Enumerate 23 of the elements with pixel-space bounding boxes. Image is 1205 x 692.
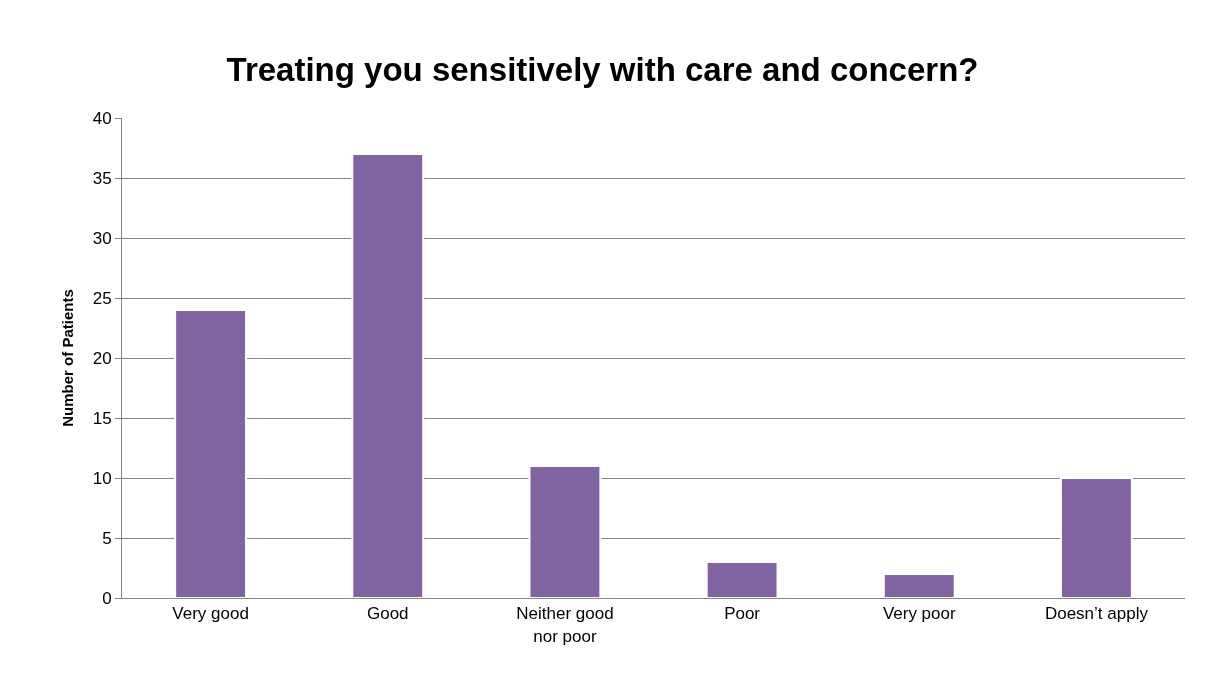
y-tick-label: 5 [102,528,112,548]
bar [174,309,248,598]
y-tick-label: 25 [92,288,112,308]
x-tick-label: Poor [724,604,761,624]
bar [882,573,956,598]
y-axis-title: Number of Patients [58,289,76,427]
y-tick-label: 35 [92,168,112,188]
bar [1059,477,1133,598]
bar [528,465,602,598]
y-tick-label: 10 [92,468,112,488]
x-tick-label: Good [366,604,409,624]
x-tick-label: Doesn’t apply [1044,604,1149,624]
y-tick-label: 20 [92,348,112,368]
x-tick-label: Neither good nor poor [516,604,614,646]
bar [351,153,425,598]
y-tick-label: 15 [92,408,112,428]
y-tick-label: 30 [92,228,112,248]
x-tick-label: Very poor [882,604,956,624]
y-tick-label: 0 [102,588,112,608]
bar [705,561,779,598]
x-tick-label: Very good [172,604,249,624]
chart-title: Treating you sensitively with care and concern? [226,50,979,88]
y-tick-label: 40 [92,108,112,128]
